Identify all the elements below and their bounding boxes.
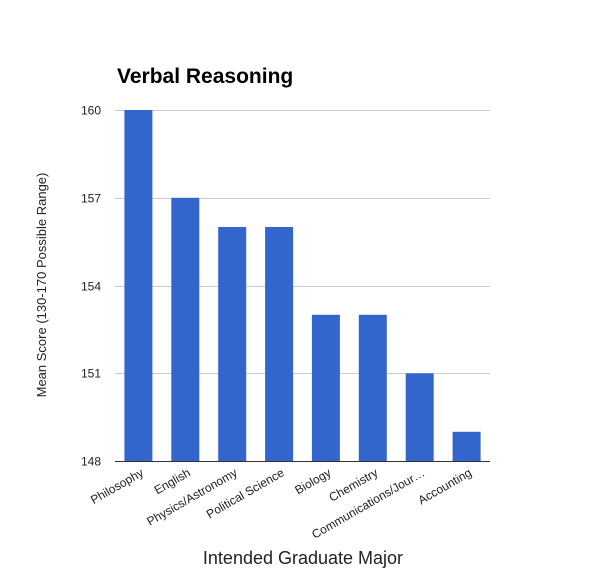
bar-7 (405, 373, 434, 462)
y-tick-label: 157 (81, 192, 101, 206)
bar-1 (124, 110, 153, 461)
y-tick-label: 148 (81, 455, 101, 469)
bars (124, 110, 481, 462)
y-tick-label: 160 (81, 104, 101, 118)
x-category-label: Political Science (204, 465, 287, 521)
x-category-label: Accounting (416, 465, 474, 507)
x-category-labels: Philosophy EnglishPhysics/AstronomyPoliti… (88, 465, 474, 541)
bar-8 (452, 431, 481, 462)
bar-4 (265, 227, 294, 461)
bar-3 (218, 227, 247, 461)
y-tick-labels: 148 151 154 157 160 (81, 104, 101, 469)
gridlines (115, 110, 490, 374)
chart-title: Verbal Reasoning (117, 65, 293, 88)
bar-2 (171, 197, 200, 462)
y-axis-label: Mean Score (130-170 Possible Range) (34, 173, 49, 398)
bar-5 (311, 314, 340, 462)
y-tick-label: 151 (81, 367, 101, 381)
y-tick-label: 154 (81, 280, 101, 294)
x-category-label: Philosophy (88, 465, 146, 506)
x-axis-label: Intended Graduate Major (203, 548, 403, 568)
bar-6 (358, 314, 387, 462)
